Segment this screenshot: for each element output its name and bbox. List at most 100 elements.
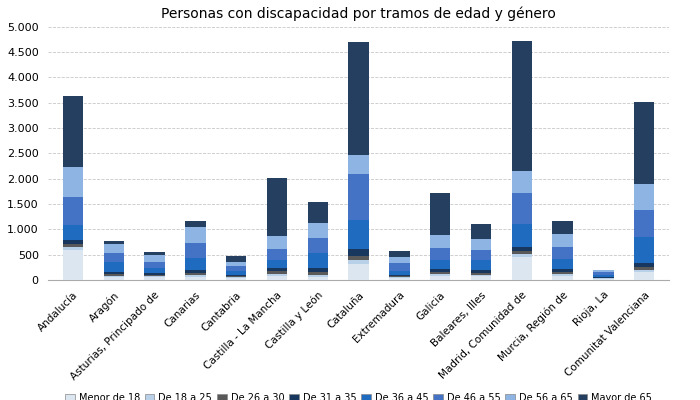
Bar: [63, 96, 83, 166]
Bar: [552, 274, 573, 276]
Bar: [104, 253, 124, 262]
Bar: [389, 275, 410, 276]
Bar: [389, 263, 410, 271]
Bar: [104, 272, 124, 274]
Bar: [104, 274, 124, 276]
Bar: [471, 273, 491, 275]
Bar: [389, 276, 410, 278]
Bar: [267, 276, 287, 280]
Bar: [307, 202, 328, 223]
Bar: [104, 278, 124, 280]
Bar: [594, 279, 614, 280]
Bar: [512, 193, 532, 224]
Bar: [104, 244, 124, 253]
Bar: [349, 174, 369, 220]
Bar: [144, 262, 164, 268]
Bar: [185, 274, 206, 276]
Legend: Menor de 18, De 18 a 25, De 26 a 30, De 31 a 35, De 36 a 45, De 46 a 55, De 56 a: Menor de 18, De 18 a 25, De 26 a 30, De …: [63, 391, 654, 400]
Bar: [552, 269, 573, 272]
Bar: [430, 248, 450, 260]
Bar: [185, 227, 206, 242]
Bar: [594, 272, 614, 275]
Bar: [512, 254, 532, 257]
Bar: [226, 266, 246, 271]
Bar: [185, 221, 206, 227]
Bar: [389, 257, 410, 263]
Bar: [267, 271, 287, 274]
Bar: [267, 236, 287, 249]
Bar: [226, 278, 246, 280]
Bar: [471, 224, 491, 240]
Bar: [226, 256, 246, 262]
Bar: [552, 276, 573, 280]
Bar: [594, 275, 614, 277]
Bar: [634, 267, 655, 270]
Bar: [430, 276, 450, 280]
Bar: [63, 240, 83, 244]
Bar: [349, 155, 369, 174]
Bar: [226, 271, 246, 275]
Bar: [471, 250, 491, 260]
Bar: [552, 272, 573, 274]
Bar: [349, 220, 369, 249]
Bar: [552, 221, 573, 234]
Bar: [267, 249, 287, 260]
Bar: [471, 276, 491, 280]
Bar: [430, 260, 450, 269]
Bar: [349, 264, 369, 280]
Bar: [185, 276, 206, 277]
Bar: [389, 251, 410, 257]
Bar: [634, 102, 655, 184]
Bar: [349, 260, 369, 264]
Bar: [349, 42, 369, 155]
Bar: [307, 238, 328, 253]
Bar: [267, 178, 287, 236]
Bar: [63, 166, 83, 197]
Bar: [594, 277, 614, 278]
Bar: [185, 270, 206, 274]
Bar: [634, 263, 655, 267]
Bar: [634, 210, 655, 238]
Bar: [267, 274, 287, 276]
Bar: [512, 257, 532, 280]
Bar: [594, 278, 614, 279]
Bar: [430, 274, 450, 276]
Bar: [267, 260, 287, 268]
Bar: [267, 268, 287, 271]
Bar: [512, 251, 532, 254]
Bar: [144, 268, 164, 274]
Bar: [104, 241, 124, 244]
Bar: [63, 197, 83, 225]
Bar: [104, 276, 124, 278]
Bar: [307, 272, 328, 275]
Bar: [349, 256, 369, 260]
Bar: [63, 225, 83, 240]
Bar: [471, 260, 491, 270]
Bar: [185, 242, 206, 258]
Bar: [512, 42, 532, 171]
Bar: [63, 250, 83, 280]
Bar: [471, 240, 491, 250]
Bar: [307, 277, 328, 280]
Bar: [307, 223, 328, 238]
Bar: [634, 272, 655, 280]
Bar: [226, 275, 246, 276]
Bar: [552, 234, 573, 246]
Bar: [512, 224, 532, 246]
Bar: [471, 275, 491, 276]
Bar: [512, 171, 532, 193]
Bar: [144, 252, 164, 255]
Bar: [185, 277, 206, 280]
Bar: [226, 276, 246, 278]
Bar: [144, 255, 164, 262]
Bar: [185, 258, 206, 270]
Bar: [430, 235, 450, 248]
Bar: [430, 193, 450, 235]
Bar: [594, 270, 614, 272]
Bar: [349, 249, 369, 256]
Bar: [430, 272, 450, 274]
Bar: [552, 246, 573, 259]
Bar: [144, 276, 164, 278]
Bar: [307, 268, 328, 272]
Bar: [144, 278, 164, 280]
